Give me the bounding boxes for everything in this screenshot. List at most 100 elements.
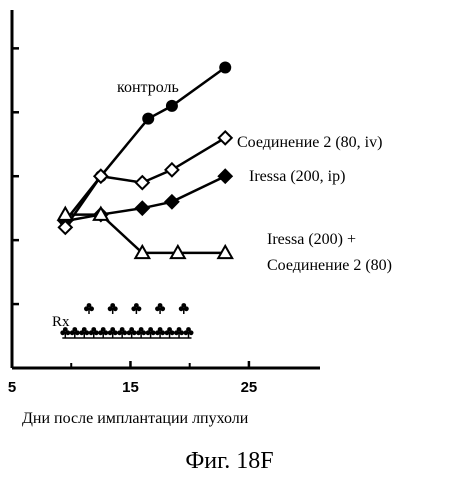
data-point: [164, 161, 180, 178]
dose-marker: [131, 303, 142, 314]
dose-lobe: [141, 330, 147, 336]
dose-lobe: [122, 330, 128, 336]
data-point: [92, 205, 110, 221]
dose-lobe: [133, 303, 139, 308]
data-point: [134, 174, 151, 191]
dose-lobe: [86, 303, 92, 308]
data-point: [217, 168, 234, 185]
series-markers: [56, 61, 234, 260]
data-point: [56, 205, 75, 221]
dose-marker: [79, 327, 90, 338]
data-point: [216, 243, 234, 260]
dose-lobe: [131, 306, 137, 312]
dose-lobe: [181, 303, 187, 308]
dose-lobe: [74, 330, 80, 336]
data-point: [133, 243, 152, 260]
dose-lobe: [136, 330, 141, 336]
series-label-2: Iressa (200, ip): [249, 168, 345, 185]
dose-lobe: [69, 330, 75, 336]
dose-lobe: [60, 330, 66, 336]
axes: 5 15 25: [8, 10, 320, 396]
dosing-label: Rx: [52, 314, 70, 330]
dose-marker: [117, 327, 128, 338]
dose-lobe: [119, 327, 125, 332]
dose-lobe: [117, 330, 122, 336]
dose-lobe: [183, 306, 189, 312]
data-point: [165, 99, 178, 112]
dose-lobe: [150, 330, 156, 336]
dose-marker: [88, 327, 99, 338]
dose-lobe: [62, 327, 68, 332]
dose-lobe: [136, 306, 142, 312]
dose-marker: [84, 303, 94, 314]
x-tick-label: 5: [8, 379, 16, 396]
dose-lobe: [138, 327, 144, 332]
dose-marker: [126, 327, 137, 338]
dose-marker: [60, 327, 71, 338]
dose-marker: [155, 303, 166, 314]
dose-marker: [107, 327, 118, 338]
series-label-1: Соединение 2 (80, iv): [237, 134, 382, 151]
dose-lobe: [169, 330, 175, 336]
dose-lobe: [107, 330, 113, 336]
dose-lobe: [88, 330, 94, 336]
dose-marker: [174, 327, 185, 338]
series-labels: контроль Соединение 2 (80, iv) Iressa (200…: [117, 79, 392, 274]
figure-caption: Фиг. 18F: [185, 448, 274, 474]
dose-marker: [155, 327, 166, 338]
dose-lobe: [148, 327, 154, 332]
dose-lobe: [107, 306, 113, 312]
dose-lobe: [84, 306, 89, 312]
dose-lobe: [89, 306, 94, 312]
dose-lobe: [79, 330, 85, 336]
dose-marker: [164, 327, 175, 338]
dose-lobe: [129, 327, 135, 332]
data-point: [169, 243, 187, 260]
dose-lobe: [131, 330, 137, 336]
dose-lobe: [100, 327, 106, 332]
dose-lobe: [160, 306, 166, 312]
dose-lobe: [110, 303, 116, 308]
series-label-3-line2: Соединение 2 (80): [267, 257, 392, 274]
dose-marker: [107, 303, 118, 314]
x-tick-label: 15: [122, 379, 139, 396]
dose-lobe: [110, 327, 116, 332]
dosing-schedule: Rx: [52, 303, 194, 339]
series-label-0: контроль: [117, 79, 179, 96]
dose-lobe: [155, 306, 160, 312]
dose-lobe: [183, 330, 189, 336]
dose-lobe: [98, 330, 104, 336]
series-line-3: [65, 213, 226, 255]
dose-lobe: [91, 327, 97, 332]
dose-marker: [183, 327, 194, 338]
dose-lobe: [157, 303, 163, 308]
dose-lobe: [174, 330, 179, 336]
dose-lobe: [179, 330, 185, 336]
dose-lobe: [178, 306, 184, 312]
data-point: [134, 200, 151, 217]
data-point: [92, 168, 109, 185]
dose-lobe: [164, 330, 170, 336]
dose-lobe: [167, 327, 172, 332]
dose-marker: [136, 327, 147, 338]
x-tick-label: 25: [241, 379, 258, 396]
dose-lobe: [93, 330, 99, 336]
data-point: [142, 112, 155, 125]
dose-marker: [178, 303, 189, 314]
data-point: [217, 129, 234, 146]
dose-lobe: [103, 330, 109, 336]
data-point: [57, 219, 74, 236]
dose-lobe: [112, 330, 118, 336]
dose-marker: [145, 327, 156, 338]
dose-lobe: [186, 327, 191, 332]
dose-lobe: [188, 330, 194, 336]
x-axis-label: Дни после имплантации лпухоли: [22, 410, 249, 427]
data-point: [219, 61, 232, 74]
dose-lobe: [176, 327, 182, 332]
dose-lobe: [155, 330, 160, 336]
dose-lobe: [72, 327, 78, 332]
dose-lobe: [81, 327, 87, 332]
series-label-3-line1: Iressa (200) +: [267, 231, 356, 248]
dose-lobe: [84, 330, 90, 336]
